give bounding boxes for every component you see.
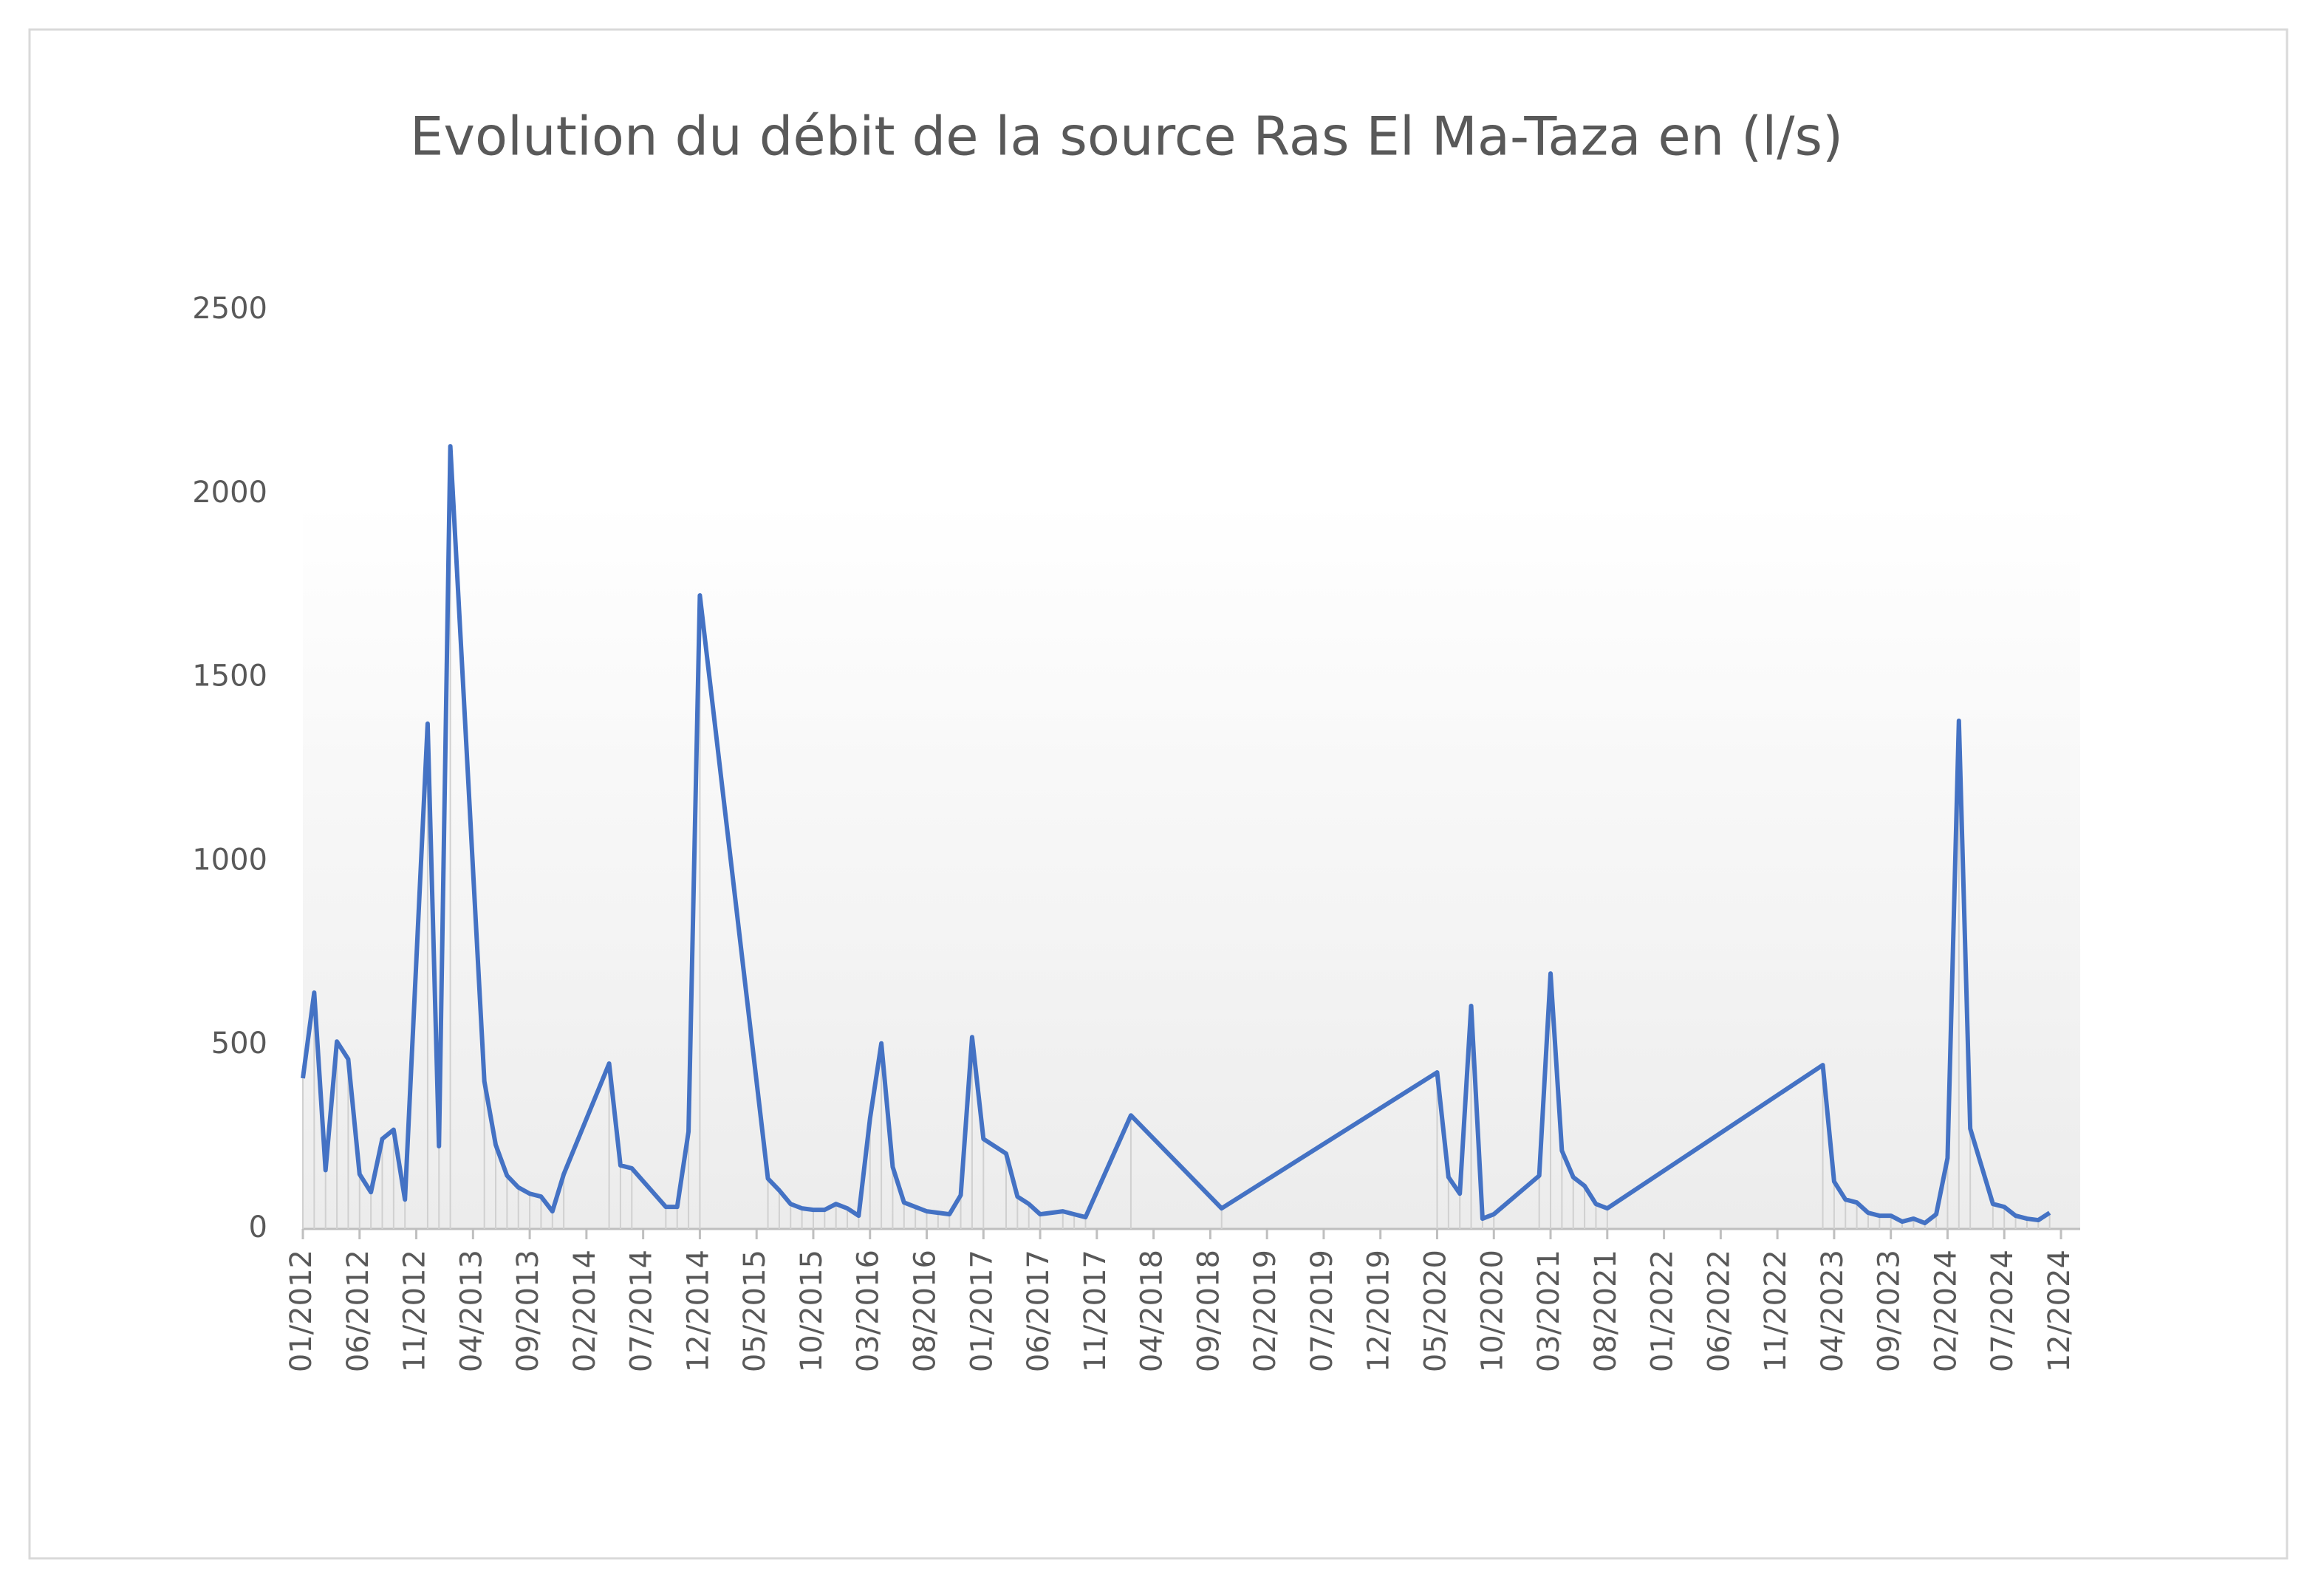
x-tick-label: 08/2021 xyxy=(1589,1250,1623,1372)
x-tick-label: 11/2022 xyxy=(1759,1250,1793,1372)
x-tick-label: 12/2019 xyxy=(1362,1250,1396,1372)
x-tick-label: 02/2014 xyxy=(568,1250,602,1372)
x-tick-label: 06/2017 xyxy=(1022,1250,1056,1372)
x-tick-label: 04/2013 xyxy=(454,1250,488,1372)
x-tick-label: 03/2021 xyxy=(1532,1250,1566,1372)
x-tick-label: 05/2015 xyxy=(738,1250,772,1372)
y-tick-label: 2500 xyxy=(192,292,267,326)
chart-title: Evolution du débit de la source Ras El M… xyxy=(410,106,1843,168)
x-tick-label: 07/2014 xyxy=(625,1250,659,1372)
x-tick-label: 01/2012 xyxy=(284,1250,318,1372)
x-tick-label: 12/2014 xyxy=(681,1250,715,1372)
x-tick-label: 01/2022 xyxy=(1646,1250,1680,1372)
x-tick-label: 07/2019 xyxy=(1305,1250,1339,1372)
x-tick-label: 04/2018 xyxy=(1135,1250,1169,1372)
x-tick-label: 01/2017 xyxy=(965,1250,999,1372)
x-tick-label: 11/2017 xyxy=(1079,1250,1112,1372)
y-tick-label: 500 xyxy=(211,1027,267,1061)
x-tick-label: 10/2020 xyxy=(1475,1250,1509,1372)
y-tick-label: 1000 xyxy=(192,843,267,877)
x-tick-label: 09/2013 xyxy=(511,1250,545,1372)
x-tick-label: 06/2022 xyxy=(1702,1250,1736,1372)
y-tick-label: 0 xyxy=(249,1210,267,1244)
x-tick-label: 08/2016 xyxy=(909,1250,943,1372)
x-tick-label: 02/2024 xyxy=(1929,1250,1963,1372)
x-tick-label: 06/2012 xyxy=(341,1250,375,1372)
x-tick-label: 11/2012 xyxy=(398,1250,432,1372)
x-tick-label: 09/2018 xyxy=(1192,1250,1226,1372)
x-tick-label: 04/2023 xyxy=(1816,1250,1850,1372)
x-tick-label: 03/2016 xyxy=(852,1250,886,1372)
x-tick-label: 09/2023 xyxy=(1873,1250,1907,1372)
x-tick-label: 07/2024 xyxy=(1986,1250,2020,1372)
y-tick-label: 2000 xyxy=(192,476,267,510)
x-tick-label: 05/2020 xyxy=(1418,1250,1452,1372)
x-tick-label: 10/2015 xyxy=(795,1250,829,1372)
y-tick-label: 1500 xyxy=(192,660,267,693)
x-tick-label: 02/2019 xyxy=(1248,1250,1282,1372)
x-tick-label: 12/2024 xyxy=(2043,1250,2076,1372)
plot-background xyxy=(303,502,2080,1229)
data-line xyxy=(301,444,2051,1226)
